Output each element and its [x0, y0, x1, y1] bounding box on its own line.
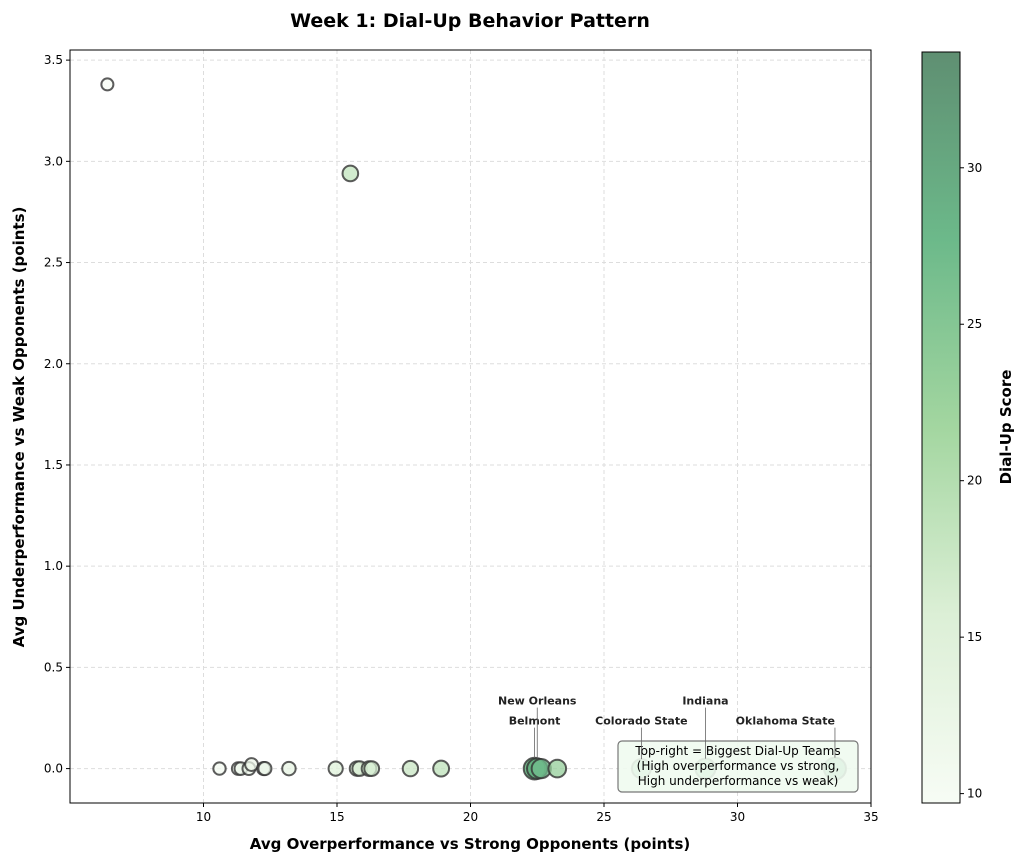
colorbar-tick-label: 15 — [967, 630, 982, 644]
point-label: Indiana — [682, 695, 728, 708]
colorbar-tick-label: 10 — [967, 787, 982, 801]
annotation-frame — [617, 740, 859, 793]
annotation-line: (High overperformance vs strong, — [637, 759, 840, 773]
point-label: Oklahoma State — [736, 715, 835, 728]
y-tick-label: 3.5 — [44, 53, 63, 67]
y-tick-label: 1.0 — [44, 559, 63, 573]
colorbar-tick-label: 20 — [967, 474, 982, 488]
data-point — [401, 759, 420, 778]
x-axis-label: Avg Overperformance vs Strong Opponents … — [250, 835, 690, 853]
y-tick-label: 2.5 — [44, 256, 63, 270]
y-tick-label: 0.5 — [44, 660, 63, 674]
y-tick-label: 3.0 — [44, 154, 63, 168]
annotation-line: Top-right = Biggest Dial-Up Teams — [634, 744, 840, 758]
point-labels: Belmont New Orleans Colorado State Indiana O… — [498, 695, 836, 760]
y-tick-label: 0.0 — [44, 762, 63, 776]
y-tick-label: 2.0 — [44, 357, 63, 371]
data-point — [257, 761, 273, 777]
chart-title: Week 1: Dial-Up Behavior Pattern — [290, 10, 650, 32]
data-point — [341, 164, 360, 183]
annotation-box: Top-right = Biggest Dial-Up Teams (High … — [617, 740, 859, 793]
data-point — [432, 759, 451, 778]
data-point — [547, 758, 568, 779]
grid — [70, 50, 872, 803]
x-tick-label: 10 — [196, 810, 211, 824]
data-point — [363, 760, 381, 777]
x-tick-label: 35 — [863, 810, 878, 824]
points — [100, 77, 847, 781]
x-tick-label: 30 — [730, 810, 745, 824]
x-tick-label: 20 — [463, 810, 478, 824]
y-ticks: 0.0 0.5 1.0 1.5 2.0 2.5 3.0 3.5 — [44, 53, 70, 776]
point-label: New Orleans — [498, 695, 577, 708]
point-label: Belmont — [509, 715, 561, 728]
colorbar — [921, 51, 961, 804]
data-point — [212, 761, 227, 776]
x-ticks: 10 15 20 25 30 35 — [196, 803, 879, 824]
colorbar-tick-label: 25 — [967, 317, 982, 331]
data-point — [281, 760, 297, 777]
colorbar-ticks: 10 15 20 25 30 — [960, 161, 982, 801]
colorbar-label: Dial-Up Score — [997, 370, 1015, 485]
point-label: Colorado State — [595, 715, 687, 728]
y-axis-label: Avg Underperformance vs Weak Opponents (… — [10, 207, 28, 648]
data-point — [327, 760, 344, 777]
y-tick-label: 1.5 — [44, 458, 63, 472]
x-tick-label: 25 — [596, 810, 611, 824]
data-point — [100, 77, 115, 92]
colorbar-tick-label: 30 — [967, 161, 982, 175]
annotation-line: High underperformance vs weak) — [638, 774, 839, 788]
x-tick-label: 15 — [329, 810, 344, 824]
